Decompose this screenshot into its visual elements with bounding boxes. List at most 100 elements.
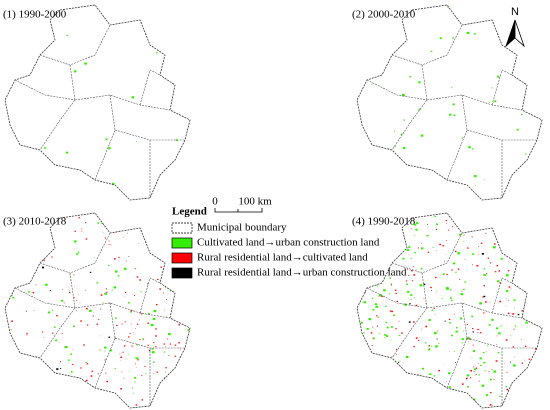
patch (529, 407, 531, 408)
patch (401, 239, 404, 242)
patch (418, 108, 421, 111)
patch (92, 315, 94, 317)
patch (537, 377, 539, 379)
patch (8, 257, 11, 259)
patch (11, 320, 13, 322)
patch (513, 328, 515, 330)
patch (485, 301, 487, 303)
patch (124, 321, 126, 323)
patch (181, 319, 183, 321)
patch (445, 240, 447, 242)
patch (105, 396, 109, 400)
patch (476, 265, 479, 267)
patch (364, 388, 366, 390)
municipal-boundary (39, 272, 76, 359)
patch (451, 299, 453, 301)
patch (370, 332, 373, 334)
patch (536, 304, 539, 306)
patch (376, 285, 379, 287)
patch (376, 325, 379, 327)
patch (484, 179, 486, 180)
patch (25, 310, 28, 312)
municipal-boundary (139, 277, 161, 314)
patch (87, 402, 89, 404)
patch (73, 70, 77, 73)
patch (398, 45, 401, 48)
patch (522, 374, 526, 376)
patch (163, 351, 166, 353)
patch (378, 333, 380, 335)
legend-swatch (171, 222, 193, 234)
patch (5, 289, 8, 292)
patch (7, 398, 9, 400)
patch (165, 367, 167, 369)
patch (527, 368, 529, 369)
patch (386, 361, 388, 363)
patch (426, 234, 429, 237)
patch (521, 276, 523, 278)
patch (407, 387, 410, 389)
patch (105, 372, 107, 374)
patch (363, 332, 365, 334)
patch (160, 281, 162, 283)
patch (464, 259, 466, 260)
patch (514, 395, 516, 397)
patch (187, 300, 189, 302)
patch (372, 337, 375, 340)
patch (471, 357, 473, 359)
patch (423, 283, 426, 286)
patch (482, 351, 485, 354)
patch (453, 114, 456, 116)
patch (108, 264, 110, 267)
patch (463, 234, 465, 236)
patch (361, 393, 362, 395)
patch (530, 269, 532, 271)
patch (114, 338, 116, 340)
patch (166, 299, 168, 301)
patch (535, 298, 537, 300)
patch (137, 359, 139, 361)
patch (164, 309, 166, 311)
patch (458, 293, 460, 295)
patch (368, 368, 371, 370)
patch (463, 397, 465, 399)
patch (12, 296, 15, 299)
patch (410, 294, 413, 296)
patch (99, 402, 101, 403)
patch (358, 395, 360, 397)
patch (135, 357, 139, 360)
patch (371, 199, 373, 200)
patch (521, 270, 525, 273)
patch (97, 222, 100, 224)
patch (438, 342, 440, 344)
patch (41, 266, 45, 269)
patch (494, 243, 496, 245)
municipal-boundary (39, 64, 76, 151)
patch (144, 366, 146, 367)
scale-end: 100 km (238, 196, 272, 208)
legend-title: Legend (172, 206, 207, 218)
patch (142, 338, 144, 340)
patch (28, 277, 31, 279)
patch (397, 244, 401, 247)
patch (372, 309, 375, 311)
patch (39, 401, 42, 404)
patch (100, 308, 102, 310)
patch (487, 257, 490, 259)
patch (536, 285, 538, 287)
patch (21, 269, 23, 270)
patch (428, 345, 430, 347)
patch (377, 248, 379, 250)
patch (185, 357, 187, 359)
patch (154, 28, 157, 31)
patch (520, 178, 524, 181)
patch (514, 325, 517, 327)
patch (455, 330, 458, 333)
patch (529, 371, 532, 373)
patch (106, 380, 109, 383)
patch (69, 290, 70, 292)
patch (358, 404, 361, 406)
patch (471, 315, 474, 318)
patch (394, 365, 397, 368)
patch (516, 128, 519, 131)
